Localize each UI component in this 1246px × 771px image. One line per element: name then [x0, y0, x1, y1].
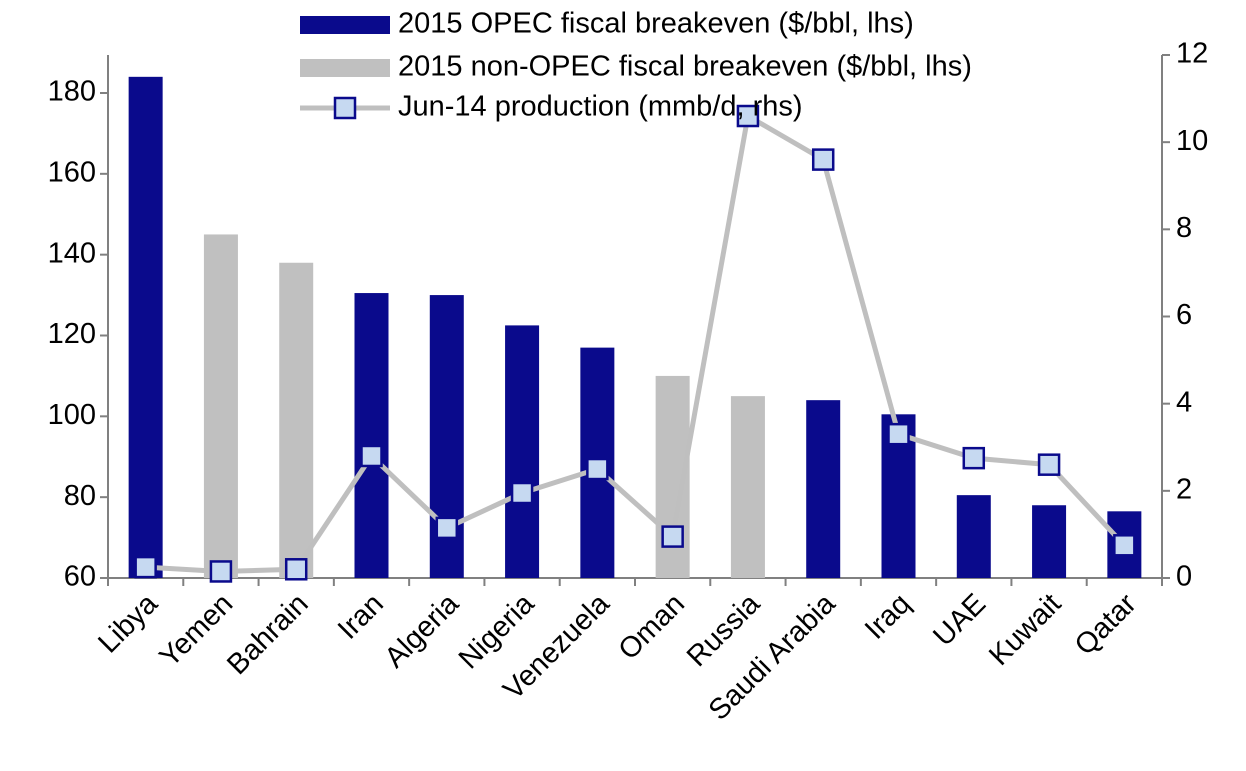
- bar: [956, 495, 991, 578]
- x-tick-label: Kuwait: [983, 588, 1067, 672]
- y-tick-label: 140: [48, 237, 96, 269]
- x-tick-label: Iran: [332, 588, 390, 646]
- bar: [128, 76, 163, 578]
- marker: [661, 525, 684, 548]
- y2-tick-label: 6: [1176, 299, 1192, 331]
- bar: [203, 234, 238, 578]
- y2-tick-label: 10: [1176, 125, 1208, 157]
- x-tick-label: Bahrain: [221, 588, 314, 681]
- y2-tick-label: 8: [1176, 212, 1192, 244]
- marker: [284, 558, 308, 581]
- line: [145, 112, 1127, 574]
- x-tick-label: Qatar: [1069, 587, 1143, 661]
- marker: [209, 560, 233, 583]
- marker: [360, 444, 383, 468]
- marker: [1113, 534, 1136, 557]
- y-tick-label: 120: [48, 318, 96, 350]
- bar: [505, 325, 540, 578]
- legend-swatch: [300, 16, 390, 34]
- legend-label: Jun-14 production (mmb/d, rhs): [398, 91, 803, 123]
- bar: [1032, 505, 1067, 578]
- y2-tick-label: 2: [1176, 473, 1192, 505]
- bar: [354, 293, 389, 578]
- x-tick-label: Iraq: [859, 588, 917, 646]
- x-tick-label: Libya: [92, 587, 164, 659]
- bar: [279, 262, 314, 578]
- x-tick-label: Algeria: [379, 587, 466, 674]
- marker: [510, 481, 534, 505]
- y-tick-label: 60: [64, 561, 96, 593]
- legend-swatch: [300, 59, 390, 77]
- legend-marker: [333, 96, 357, 120]
- marker: [962, 446, 986, 470]
- marker: [586, 457, 609, 481]
- y-tick-label: 100: [48, 399, 96, 431]
- marker: [887, 422, 910, 446]
- bar: [806, 400, 841, 578]
- legend-label: 2015 OPEC fiscal breakeven ($/bbl, lhs): [398, 8, 914, 40]
- y-tick-label: 180: [48, 76, 96, 108]
- marker: [736, 104, 760, 128]
- y2-tick-label: 12: [1176, 38, 1208, 70]
- marker: [134, 555, 157, 579]
- legend-label: 2015 non-OPEC fiscal breakeven ($/bbl, l…: [398, 51, 972, 83]
- y-tick-label: 160: [48, 156, 96, 188]
- marker: [435, 516, 459, 540]
- marker: [1037, 453, 1061, 476]
- marker: [811, 148, 835, 171]
- x-tick-label: UAE: [927, 588, 992, 653]
- x-tick-label: Oman: [613, 588, 691, 666]
- y2-tick-label: 4: [1176, 386, 1192, 418]
- bar: [730, 396, 765, 578]
- y2-tick-label: 0: [1176, 561, 1192, 593]
- y-tick-label: 80: [64, 480, 96, 512]
